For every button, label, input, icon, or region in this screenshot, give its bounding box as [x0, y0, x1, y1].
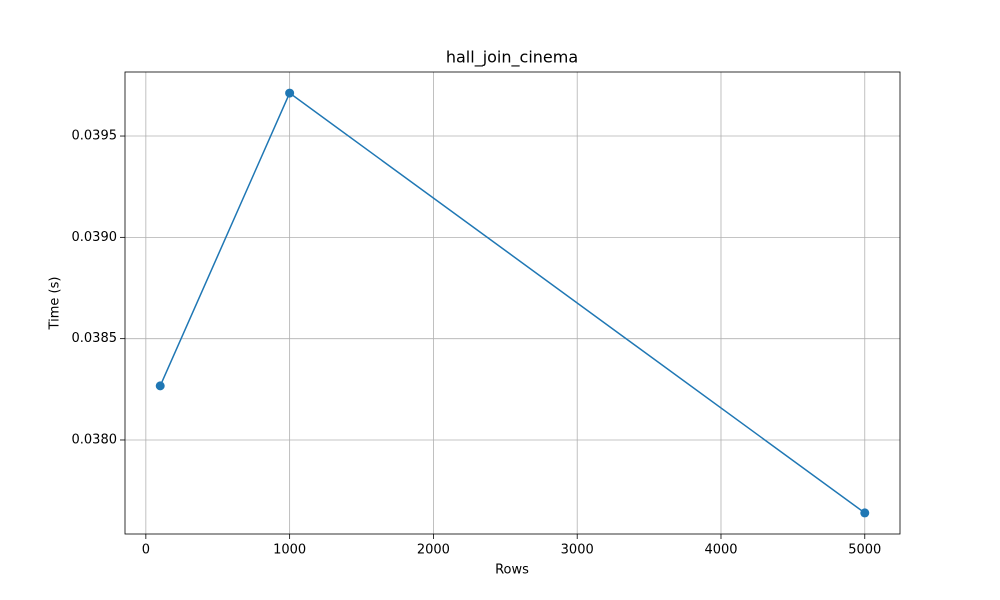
y-tick-label: 0.0395: [72, 129, 118, 144]
plot-frame: [124, 71, 901, 535]
chart-title: hall_join_cinema: [446, 48, 578, 68]
y-tick-label: 0.0390: [72, 230, 118, 245]
x-tick-label: 4000: [704, 543, 737, 558]
x-tick-label: 5000: [848, 543, 881, 558]
marker: [155, 381, 165, 391]
x-tick-label: 0: [142, 543, 150, 558]
marker: [860, 508, 870, 518]
y-tick-label: 0.0380: [72, 432, 118, 447]
x-axis-label: Rows: [495, 563, 529, 578]
y-axis-label: Time (s): [48, 277, 63, 331]
y-tick-label: 0.0385: [72, 331, 118, 346]
marker: [285, 88, 295, 98]
x-tick-label: 1000: [273, 543, 306, 558]
x-tick-label: 3000: [561, 543, 594, 558]
x-tick-label: 2000: [417, 543, 450, 558]
